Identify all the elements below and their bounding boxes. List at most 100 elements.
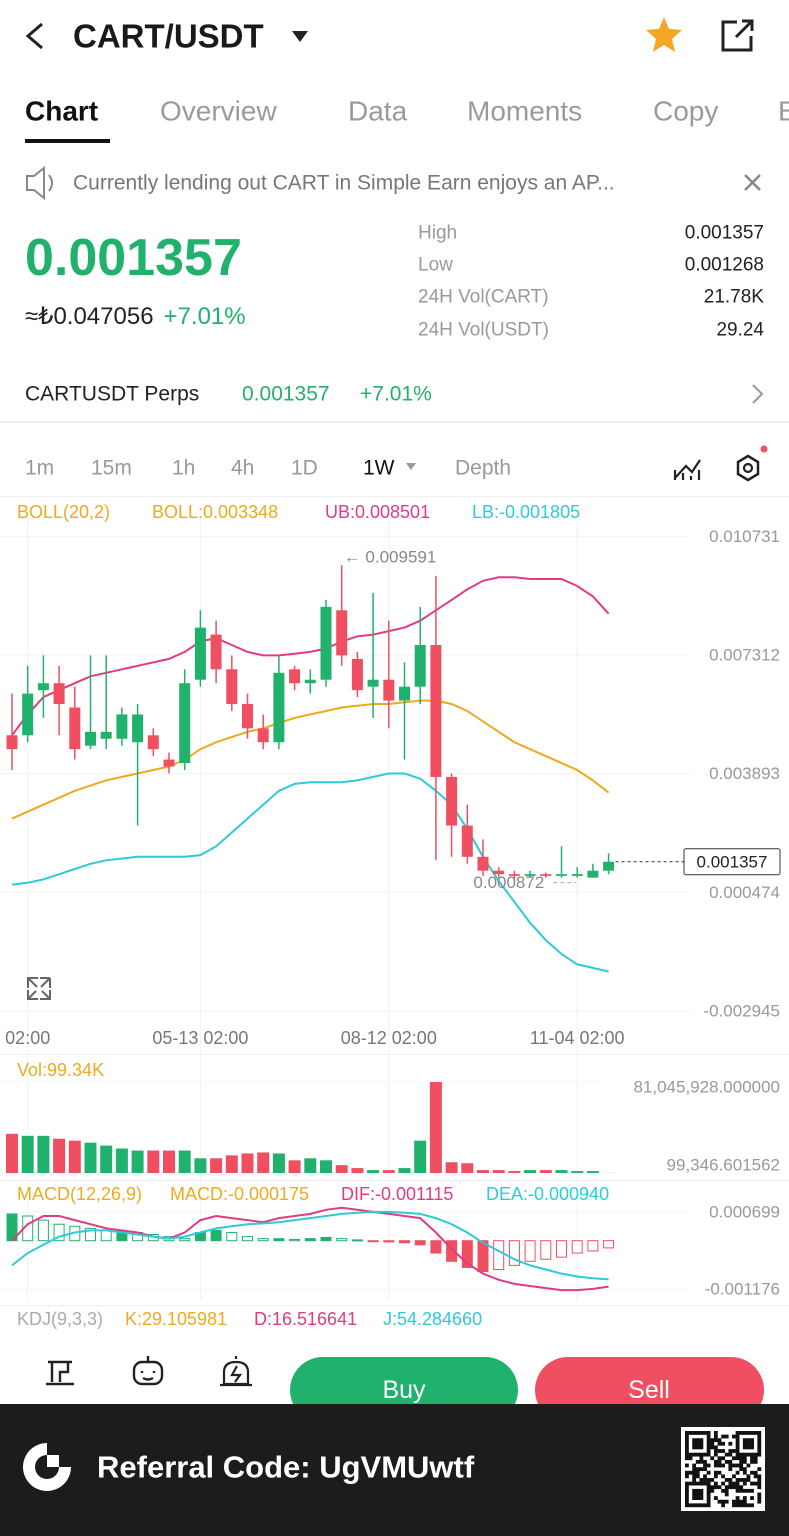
tab[interactable]: Copy — [653, 96, 718, 127]
qr-module — [688, 1456, 693, 1461]
perps-row[interactable]: CARTUSDT Perps 0.001357 +7.01% — [25, 383, 764, 406]
volume-bar — [524, 1170, 537, 1173]
qr-module — [699, 1492, 704, 1497]
stat-label: High — [418, 223, 457, 244]
qr-module — [746, 1478, 751, 1482]
qr-module — [706, 1492, 711, 1497]
interval-caret[interactable] — [406, 463, 416, 470]
candle-body — [383, 679, 395, 701]
interval[interactable]: 1h — [172, 457, 195, 480]
qr-module — [746, 1445, 751, 1450]
qr-module — [742, 1503, 747, 1508]
back-button[interactable] — [25, 22, 43, 50]
qr-module — [742, 1467, 747, 1472]
candle-body — [336, 610, 348, 656]
qr-module — [721, 1488, 726, 1493]
interval[interactable]: 1D — [291, 457, 318, 480]
qr-module — [742, 1478, 747, 1482]
macd-bar — [179, 1238, 191, 1242]
boll-line — [11, 772, 609, 973]
settings-button[interactable] — [736, 454, 760, 482]
qr-module — [750, 1452, 754, 1457]
qr-module — [735, 1434, 740, 1439]
speaker-icon — [26, 165, 53, 201]
qr-module — [713, 1434, 718, 1439]
qr-module — [750, 1456, 754, 1461]
volume-bar — [414, 1140, 427, 1173]
qr-module — [699, 1488, 704, 1493]
qr-module — [757, 1485, 762, 1490]
qr-module — [706, 1463, 711, 1468]
candle-body — [132, 714, 144, 743]
y-tick-label: 0.000699 — [709, 1202, 780, 1221]
fullscreen-button[interactable] — [27, 977, 51, 1000]
macd-bar — [242, 1236, 253, 1242]
qr-module — [699, 1481, 704, 1486]
qr-module — [695, 1474, 700, 1479]
candle-body — [289, 669, 301, 684]
volume-bar — [100, 1145, 113, 1173]
interval[interactable]: 1m — [25, 457, 54, 480]
qr-module — [685, 1441, 689, 1446]
nav-icon[interactable] — [46, 1360, 74, 1386]
buy-label[interactable]: Buy — [382, 1376, 426, 1404]
nav-icon[interactable] — [220, 1356, 252, 1387]
qr-module — [735, 1445, 740, 1450]
interval[interactable]: 15m — [91, 457, 132, 480]
tab[interactable]: Chart — [25, 96, 98, 127]
qr-module — [746, 1503, 751, 1508]
candle-body — [367, 679, 379, 687]
qr-module — [703, 1459, 707, 1464]
candle-body — [461, 825, 473, 857]
y-tick-label: 0.000474 — [709, 883, 780, 902]
macd-bar — [304, 1238, 316, 1242]
qr-module — [753, 1459, 758, 1464]
legend-entry: DEA:-0.000940 — [486, 1184, 609, 1204]
qr-module — [742, 1496, 747, 1500]
qr-module — [746, 1431, 751, 1435]
volume-bar — [320, 1160, 332, 1173]
tab[interactable]: Data — [348, 96, 408, 127]
interval[interactable]: 1W — [363, 457, 395, 480]
qr-module — [724, 1492, 729, 1497]
qr-module — [685, 1499, 689, 1504]
candle-body — [587, 870, 599, 878]
candle-body — [414, 645, 426, 687]
volume-bar — [429, 1082, 442, 1173]
pair-title[interactable]: CART/USDT — [73, 18, 264, 55]
qr-module — [685, 1488, 689, 1493]
interval[interactable]: 4h — [231, 457, 254, 480]
tab[interactable]: Moments — [467, 96, 582, 127]
qr-modules — [685, 1431, 762, 1508]
qr-module — [728, 1449, 733, 1453]
pair-caret[interactable] — [292, 31, 308, 42]
y-tick-label: -0.002945 — [703, 1002, 780, 1021]
interval[interactable]: Depth — [455, 457, 511, 480]
qr-module — [717, 1438, 722, 1443]
tab[interactable]: Overview — [160, 96, 277, 127]
brand-logo-part — [47, 1455, 59, 1467]
perps-name: CARTUSDT Perps — [25, 383, 199, 406]
qr-module — [685, 1434, 689, 1439]
candle-body — [85, 731, 96, 746]
qr-module — [742, 1488, 747, 1493]
close-notice[interactable] — [744, 174, 761, 191]
candle-body — [37, 683, 49, 691]
notice-text[interactable]: Currently lending out CART in Simple Ear… — [73, 172, 615, 195]
kdj-legend: J:54.284660 — [383, 1309, 482, 1329]
volume-bar — [210, 1158, 223, 1173]
macd-bar — [367, 1240, 379, 1243]
volume-bar — [539, 1170, 552, 1173]
favorite-star[interactable] — [646, 17, 682, 52]
qr-module — [724, 1485, 729, 1490]
qr-module — [710, 1438, 715, 1443]
indicator-button[interactable] — [673, 459, 701, 480]
qr-module — [713, 1474, 718, 1479]
qr-module — [757, 1441, 762, 1446]
tab[interactable]: E — [778, 96, 789, 127]
share-button[interactable] — [721, 19, 754, 52]
qr-module — [757, 1478, 762, 1482]
fiat-price: ≈₺0.047056 — [25, 303, 154, 330]
sell-label[interactable]: Sell — [628, 1376, 670, 1404]
candle-body — [163, 759, 175, 767]
